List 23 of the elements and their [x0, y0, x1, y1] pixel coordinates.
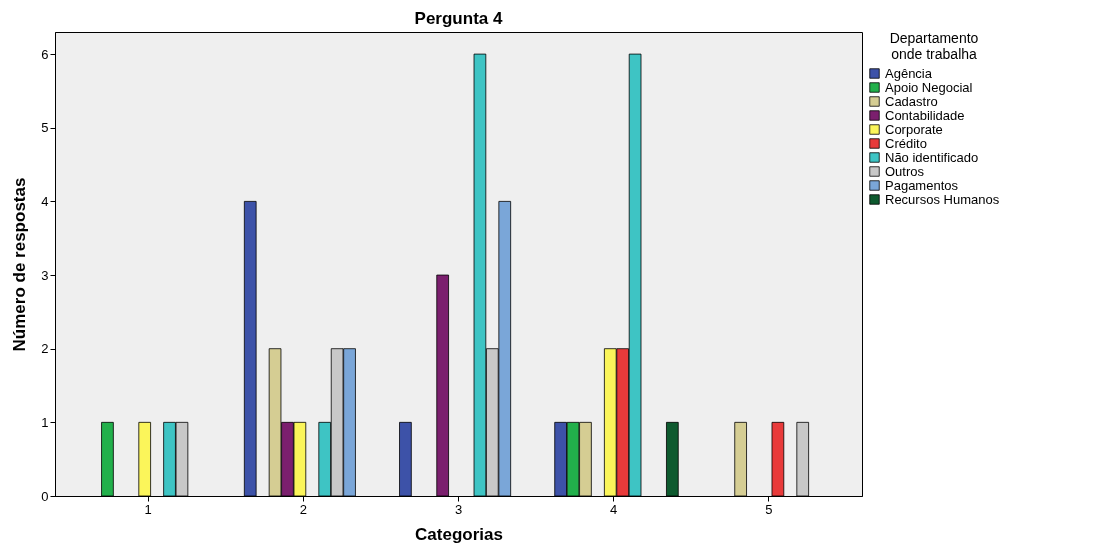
x-axis-title: Categorias: [415, 524, 503, 544]
y-tick-label: 4: [41, 193, 49, 209]
legend-label: Pagamentos: [885, 177, 959, 193]
legend-label: Crédito: [885, 135, 927, 151]
x-tick-label: 4: [610, 501, 618, 517]
legend-label: Corporate: [885, 121, 943, 137]
y-tick-label: 5: [41, 120, 49, 136]
y-tick-label: 0: [41, 488, 49, 504]
legend-label: Outros: [885, 163, 925, 179]
legend-label: Não identificado: [885, 149, 979, 165]
y-axis-title: Número de respostas: [10, 177, 30, 352]
legend-label: Contabilidade: [885, 107, 965, 123]
y-tick-label: 1: [41, 414, 49, 430]
y-tick-label: 2: [41, 341, 49, 357]
legend-label: Agência: [885, 65, 933, 81]
x-tick-label: 2: [299, 501, 307, 517]
x-tick-label: 3: [454, 501, 463, 517]
legend-title: Departamento onde trabalha: [889, 30, 979, 62]
y-tick-label: 3: [41, 267, 49, 283]
x-tick-label: 5: [765, 501, 773, 517]
y-tick-label: 6: [41, 46, 49, 62]
x-tick-label: 1: [144, 501, 152, 517]
chart-title: Pergunta 4: [414, 9, 503, 28]
